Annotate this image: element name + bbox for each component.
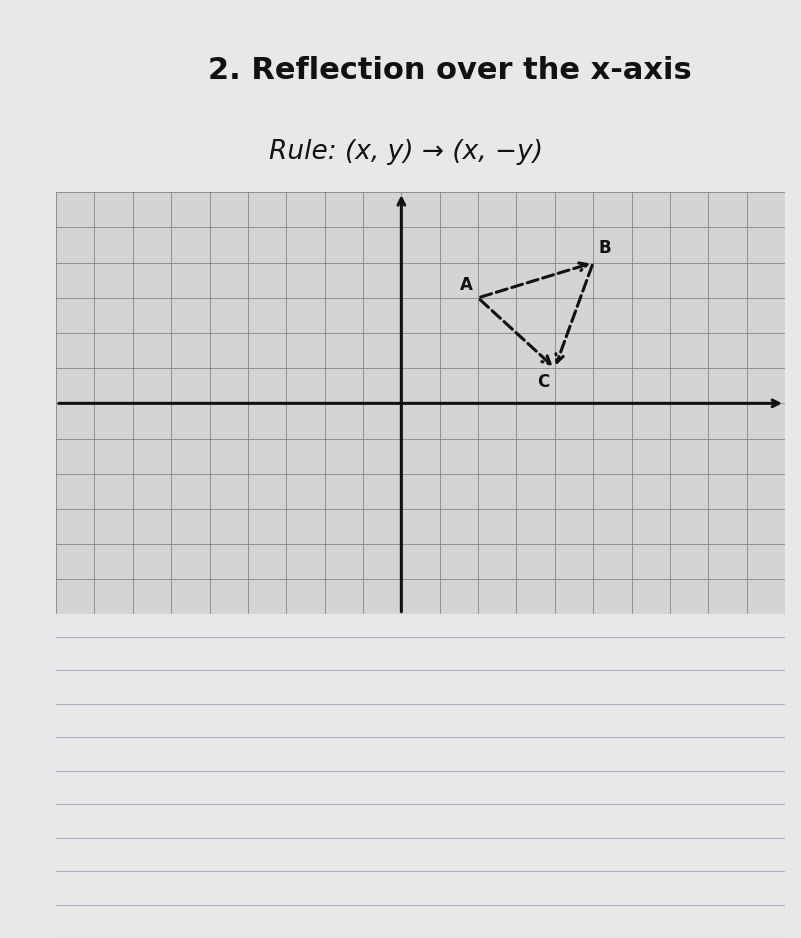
Text: A: A — [460, 277, 473, 295]
Text: 2. Reflection over the x-axis: 2. Reflection over the x-axis — [207, 56, 691, 84]
Text: B: B — [599, 239, 611, 257]
Text: C: C — [537, 373, 549, 391]
Text: Rule: (x, y) → (x, −y): Rule: (x, y) → (x, −y) — [269, 140, 543, 165]
